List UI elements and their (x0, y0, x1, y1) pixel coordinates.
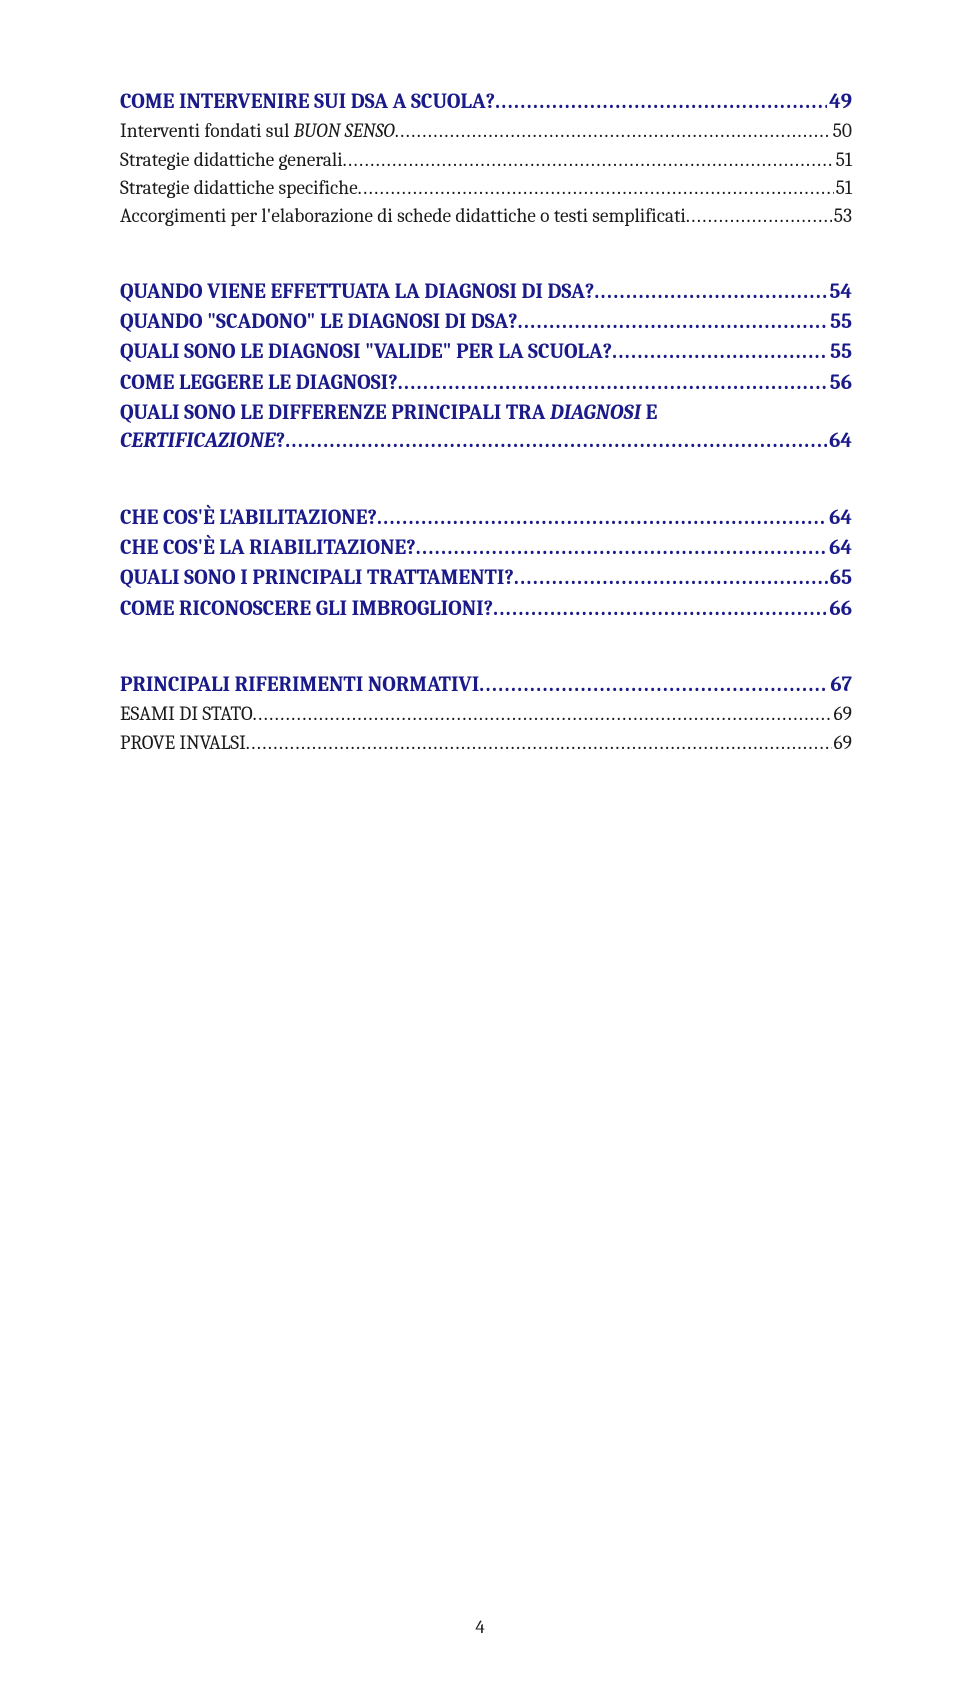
toc-page-number: 53 (832, 203, 852, 229)
toc-entry: CHE COS'È LA RIABILITAZIONE?............… (120, 534, 852, 562)
toc-label: Strategie didattiche generali (120, 147, 343, 173)
toc-page-number: 69 (832, 701, 853, 727)
toc-leader: ........................................… (518, 308, 829, 336)
toc-label: QUALI SONO LE DIAGNOSI "VALIDE" PER LA S… (120, 338, 612, 366)
toc-page-number: 55 (828, 308, 852, 336)
toc-leader: ........................................… (495, 88, 827, 116)
toc-label: QUANDO VIENE EFFETTUATA LA DIAGNOSI DI D… (120, 278, 594, 306)
section-gap (120, 625, 852, 671)
toc-label: COME INTERVENIRE SUI DSA A SCUOLA? (120, 88, 495, 116)
toc-label: QUANDO "SCADONO" LE DIAGNOSI DI DSA? (120, 308, 518, 336)
toc-label: ESAMI DI STATO (120, 701, 253, 727)
toc-page-number: 67 (828, 671, 852, 699)
toc-leader: ........................................… (612, 338, 828, 366)
toc-label: CERTIFICAZIONE? (120, 427, 285, 455)
toc-leader: ........................................… (479, 671, 828, 699)
table-of-contents: COME INTERVENIRE SUI DSA A SCUOLA?......… (120, 88, 852, 756)
toc-label: Accorgimenti per l'elaborazione di sched… (120, 203, 686, 229)
toc-entry: QUALI SONO LE DIAGNOSI "VALIDE" PER LA S… (120, 338, 852, 366)
toc-entry: Accorgimenti per l'elaborazione di sched… (120, 203, 852, 229)
toc-page: COME INTERVENIRE SUI DSA A SCUOLA?......… (0, 0, 960, 1702)
toc-page-number: 55 (828, 338, 852, 366)
toc-leader: ........................................… (416, 534, 827, 562)
toc-label: Interventi fondati sul BUON SENSO (120, 118, 395, 144)
toc-leader: ........................................… (398, 369, 828, 397)
toc-page-number: 50 (831, 118, 852, 144)
toc-label: PRINCIPALI RIFERIMENTI NORMATIVI (120, 671, 479, 699)
toc-entry: QUALI SONO I PRINCIPALI TRATTAMENTI?....… (120, 564, 852, 592)
toc-leader: ........................................… (246, 730, 832, 756)
toc-entry: Strategie didattiche generali...........… (120, 147, 852, 173)
toc-entry: COME LEGGERE LE DIAGNOSI?...............… (120, 369, 852, 397)
toc-label: CHE COS'È L'ABILITAZIONE? (120, 504, 377, 532)
toc-leader: ........................................… (514, 564, 828, 592)
toc-leader: ........................................… (493, 595, 827, 623)
toc-label: PROVE INVALSI (120, 730, 246, 756)
toc-page-number: 64 (827, 504, 852, 532)
toc-entry: PRINCIPALI RIFERIMENTI NORMATIVI........… (120, 671, 852, 699)
toc-page-number: 54 (827, 278, 852, 306)
toc-page-number: 49 (827, 88, 852, 116)
toc-page-number: 64 (827, 534, 852, 562)
toc-page-number: 51 (834, 147, 852, 173)
toc-entry: QUALI SONO LE DIFFERENZE PRINCIPALI TRA … (120, 399, 852, 456)
toc-entry: PROVE INVALSI...........................… (120, 730, 852, 756)
page-number: 4 (0, 1616, 960, 1638)
toc-leader: ........................................… (377, 504, 827, 532)
toc-label: COME LEGGERE LE DIAGNOSI? (120, 369, 398, 397)
toc-label: COME RICONOSCERE GLI IMBROGLIONI? (120, 595, 493, 623)
toc-entry: QUANDO VIENE EFFETTUATA LA DIAGNOSI DI D… (120, 278, 852, 306)
toc-entry: CHE COS'È L'ABILITAZIONE?...............… (120, 504, 852, 532)
toc-page-number: 65 (828, 564, 852, 592)
toc-entry: Interventi fondati sul BUON SENSO.......… (120, 118, 852, 144)
toc-page-number: 66 (827, 595, 852, 623)
toc-leader: ........................................… (253, 701, 832, 727)
section-gap (120, 458, 852, 504)
toc-leader: ........................................… (686, 203, 832, 229)
toc-label: CHE COS'È LA RIABILITAZIONE? (120, 534, 416, 562)
toc-leader: ........................................… (358, 175, 834, 201)
toc-label: QUALI SONO LE DIFFERENZE PRINCIPALI TRA … (120, 399, 852, 427)
toc-label: Strategie didattiche specifiche (120, 175, 358, 201)
toc-page-number: 51 (834, 175, 852, 201)
toc-entry: Strategie didattiche specifiche.........… (120, 175, 852, 201)
toc-leader: ........................................… (395, 118, 831, 144)
toc-leader: ........................................… (343, 147, 834, 173)
toc-page-number: 56 (828, 369, 852, 397)
section-gap (120, 232, 852, 278)
toc-leader: ........................................… (594, 278, 827, 306)
toc-page-number: 69 (832, 730, 853, 756)
toc-label: QUALI SONO I PRINCIPALI TRATTAMENTI? (120, 564, 514, 592)
toc-entry: COME INTERVENIRE SUI DSA A SCUOLA?......… (120, 88, 852, 116)
toc-leader: ........................................… (285, 427, 827, 455)
toc-entry: QUANDO "SCADONO" LE DIAGNOSI DI DSA?....… (120, 308, 852, 336)
toc-entry: COME RICONOSCERE GLI IMBROGLIONI?.......… (120, 595, 852, 623)
toc-entry: ESAMI DI STATO..........................… (120, 701, 852, 727)
toc-page-number: 64 (827, 427, 852, 455)
